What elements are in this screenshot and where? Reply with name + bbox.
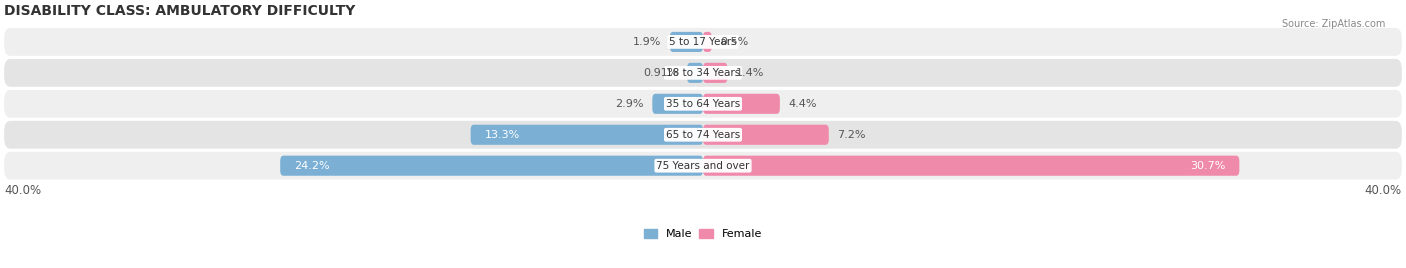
- Text: 40.0%: 40.0%: [4, 184, 41, 197]
- FancyBboxPatch shape: [703, 94, 780, 114]
- FancyBboxPatch shape: [4, 152, 1402, 180]
- Text: 1.9%: 1.9%: [633, 37, 661, 47]
- Text: 0.91%: 0.91%: [643, 68, 678, 78]
- Text: 1.4%: 1.4%: [737, 68, 765, 78]
- FancyBboxPatch shape: [703, 125, 828, 145]
- Text: Source: ZipAtlas.com: Source: ZipAtlas.com: [1281, 19, 1385, 29]
- Text: 30.7%: 30.7%: [1189, 161, 1226, 171]
- Text: 24.2%: 24.2%: [294, 161, 330, 171]
- Text: 75 Years and over: 75 Years and over: [657, 161, 749, 171]
- FancyBboxPatch shape: [703, 63, 727, 83]
- FancyBboxPatch shape: [4, 28, 1402, 56]
- FancyBboxPatch shape: [280, 156, 703, 176]
- FancyBboxPatch shape: [652, 94, 703, 114]
- FancyBboxPatch shape: [4, 121, 1402, 149]
- Text: 40.0%: 40.0%: [1365, 184, 1402, 197]
- FancyBboxPatch shape: [4, 90, 1402, 118]
- Legend: Male, Female: Male, Female: [640, 224, 766, 243]
- Text: 2.9%: 2.9%: [614, 99, 644, 109]
- Text: 18 to 34 Years: 18 to 34 Years: [666, 68, 740, 78]
- Text: 65 to 74 Years: 65 to 74 Years: [666, 130, 740, 140]
- Text: 13.3%: 13.3%: [485, 130, 520, 140]
- Text: 7.2%: 7.2%: [838, 130, 866, 140]
- FancyBboxPatch shape: [4, 59, 1402, 87]
- FancyBboxPatch shape: [703, 156, 1239, 176]
- FancyBboxPatch shape: [669, 32, 703, 52]
- Text: 5 to 17 Years: 5 to 17 Years: [669, 37, 737, 47]
- Text: 0.5%: 0.5%: [720, 37, 749, 47]
- Text: DISABILITY CLASS: AMBULATORY DIFFICULTY: DISABILITY CLASS: AMBULATORY DIFFICULTY: [4, 4, 356, 18]
- FancyBboxPatch shape: [703, 32, 711, 52]
- Text: 4.4%: 4.4%: [789, 99, 817, 109]
- Text: 35 to 64 Years: 35 to 64 Years: [666, 99, 740, 109]
- FancyBboxPatch shape: [688, 63, 703, 83]
- FancyBboxPatch shape: [471, 125, 703, 145]
